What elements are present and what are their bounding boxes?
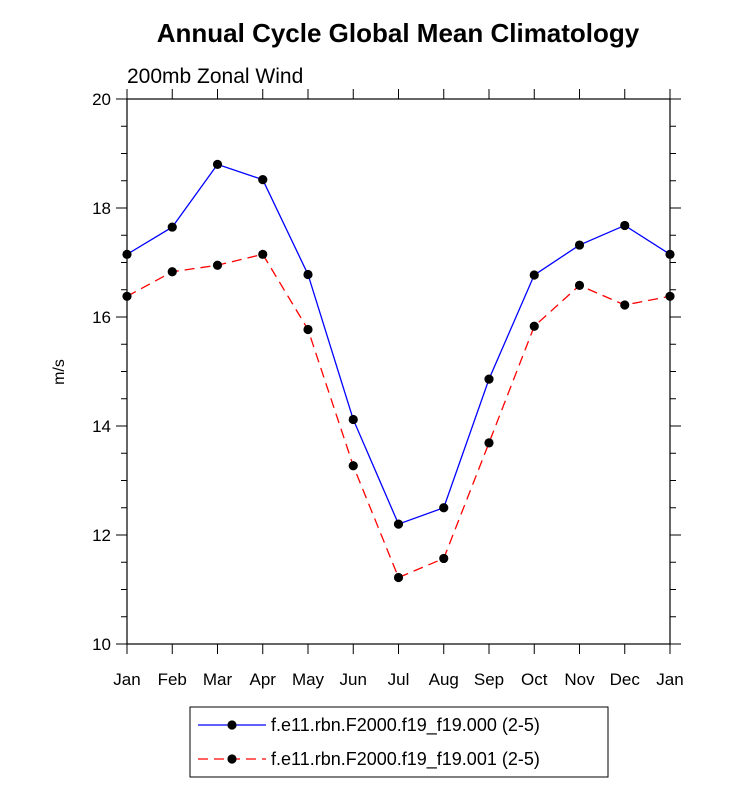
legend-label-2: f.e11.rbn.F2000.f19_f19.001 (2-5) <box>271 749 540 770</box>
x-tick-label: Feb <box>158 670 187 689</box>
x-tick-label: Aug <box>429 670 459 689</box>
series-1-point <box>620 220 630 231</box>
x-tick-label: Jan <box>113 670 140 689</box>
series-1-point <box>212 159 223 169</box>
series-2-point <box>258 249 268 259</box>
x-tick-label: Jul <box>388 670 410 689</box>
series-2-point <box>439 553 449 564</box>
legend-box <box>189 706 609 778</box>
series-1-point <box>529 270 539 280</box>
series-1-point <box>122 249 132 259</box>
y-axis-label: m/s <box>51 359 68 385</box>
x-tick-label: Mar <box>203 670 233 689</box>
series-2-point <box>167 267 177 277</box>
plot-area: 10 12 14 16 18 20 Jan Feb Mar Apr May Jun Jul Aug Sep O… <box>92 89 684 689</box>
series-1-point <box>167 222 177 232</box>
series-1-point <box>439 503 449 513</box>
y-tick-label: 18 <box>92 199 111 218</box>
x-tick-label: Apr <box>250 670 277 689</box>
y-tick-label: 14 <box>92 417 111 436</box>
series-line-2 <box>126 253 671 579</box>
series-1-point <box>574 240 585 250</box>
series-2-point <box>529 321 539 331</box>
series-2-point <box>122 291 132 301</box>
series-2-point <box>348 461 358 471</box>
series-2-point <box>212 260 223 270</box>
chart-title: Annual Cycle Global Mean Climatology <box>157 18 640 48</box>
series-2-point <box>574 280 585 290</box>
x-tick-label: Jan <box>656 670 683 689</box>
x-tick-label: Sep <box>474 670 504 689</box>
legend-label-1: f.e11.rbn.F2000.f19_f19.000 (2-5) <box>271 715 540 736</box>
legend-marker-2 <box>227 754 237 764</box>
series-2-point <box>484 438 494 448</box>
legend: f.e11.rbn.F2000.f19_f19.000 (2-5) f.e11.r… <box>189 706 609 778</box>
y-tick-label: 16 <box>92 308 111 327</box>
series-1-point <box>303 269 313 280</box>
x-tick-label: Dec <box>610 670 641 689</box>
legend-marker-1 <box>227 720 237 730</box>
series-2-point <box>620 300 630 310</box>
series-1-point <box>665 249 675 259</box>
x-tick-label: Jun <box>340 670 367 689</box>
chart-subtitle: 200mb Zonal Wind <box>127 65 303 88</box>
y-tick-label: 10 <box>92 635 111 654</box>
series-1-point <box>484 374 494 384</box>
series-2-point <box>303 324 313 335</box>
y-tick-label: 12 <box>92 526 111 545</box>
plot-frame <box>126 98 671 645</box>
series-2-point <box>393 572 404 583</box>
x-tick-label: Oct <box>521 670 548 689</box>
y-tick-label: 20 <box>92 90 111 109</box>
series-line-1 <box>126 163 671 525</box>
series-1-point <box>393 519 404 529</box>
series-1-point <box>348 414 358 425</box>
x-tick-label: May <box>292 670 325 689</box>
series-2-point <box>665 291 675 301</box>
x-tick-label: Nov <box>564 670 595 689</box>
series-1-point <box>258 175 268 185</box>
